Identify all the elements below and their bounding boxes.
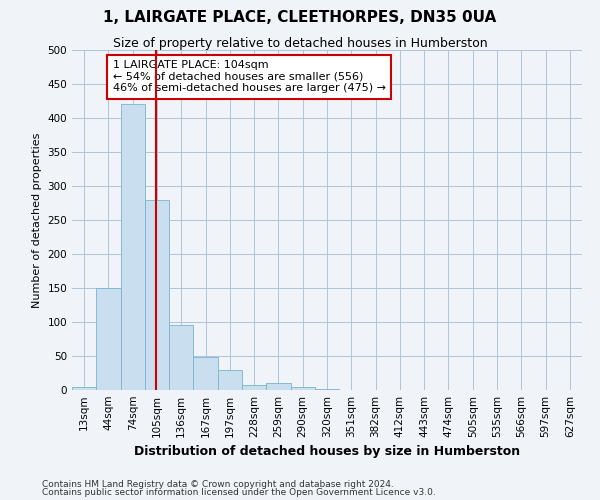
Bar [218, 370, 242, 390]
Bar [290, 386, 315, 390]
Text: 1 LAIRGATE PLACE: 104sqm
← 54% of detached houses are smaller (556)
46% of semi-: 1 LAIRGATE PLACE: 104sqm ← 54% of detach… [113, 60, 386, 94]
Bar [266, 383, 290, 390]
Text: Contains public sector information licensed under the Open Government Licence v3: Contains public sector information licen… [42, 488, 436, 497]
Bar [96, 288, 121, 390]
Text: Contains HM Land Registry data © Crown copyright and database right 2024.: Contains HM Land Registry data © Crown c… [42, 480, 394, 489]
Bar [145, 200, 169, 390]
X-axis label: Distribution of detached houses by size in Humberston: Distribution of detached houses by size … [134, 446, 520, 458]
Bar [121, 104, 145, 390]
Y-axis label: Number of detached properties: Number of detached properties [32, 132, 42, 308]
Bar [193, 358, 218, 390]
Text: 1, LAIRGATE PLACE, CLEETHORPES, DN35 0UA: 1, LAIRGATE PLACE, CLEETHORPES, DN35 0UA [103, 10, 497, 25]
Bar [169, 326, 193, 390]
Text: Size of property relative to detached houses in Humberston: Size of property relative to detached ho… [113, 38, 487, 51]
Bar [315, 388, 339, 390]
Bar [72, 386, 96, 390]
Bar [242, 385, 266, 390]
